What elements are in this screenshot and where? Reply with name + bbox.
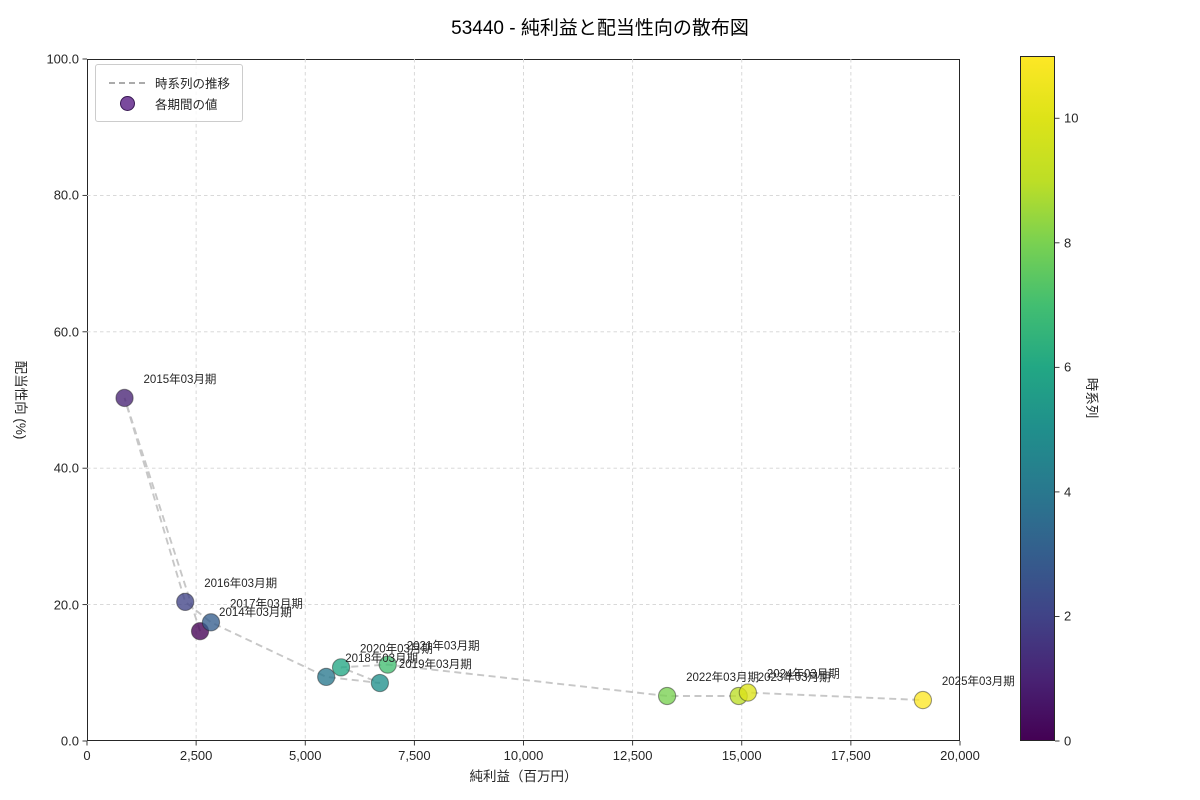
legend-item-label: 各期間の値: [155, 98, 218, 112]
y-tick-label: 40.0: [53, 460, 79, 476]
colorbar-tick-label: 0: [1064, 733, 1072, 749]
colorbar-gradient: [1021, 57, 1054, 740]
x-tick-label: 17,500: [830, 748, 871, 763]
x-tick-label: 5,000: [288, 748, 322, 763]
legend: 時系列の推移 各期間の値: [95, 64, 244, 122]
colorbar-tick-label: 10: [1064, 110, 1079, 126]
x-tick-label: 15,000: [721, 748, 762, 763]
legend-item-trajectory: 時系列の推移: [105, 72, 230, 93]
legend-item-points: 各期間の値: [105, 93, 230, 114]
y-tick-label: 60.0: [53, 324, 79, 340]
chart-title: 53440 - 純利益と配当性向の散布図: [451, 18, 749, 39]
legend-item-label: 時系列の推移: [155, 77, 231, 91]
colorbar-label: 時系列: [1084, 377, 1099, 419]
y-tick-label: 80.0: [53, 187, 79, 203]
scatter-marker-icon: [119, 96, 135, 111]
colorbar: [1020, 56, 1055, 741]
x-tick-label: 12,500: [612, 748, 653, 763]
x-axis-label: 純利益（百万円）: [469, 769, 578, 784]
colorbar-tick-label: 8: [1064, 235, 1072, 251]
x-tick-label: 2,500: [179, 748, 213, 763]
y-tick-label: 0.0: [60, 733, 79, 749]
x-tick-label: 10,000: [503, 748, 544, 763]
y-axis-label: 配当性向 (%): [13, 360, 28, 440]
colorbar-tick-label: 2: [1064, 608, 1072, 624]
colorbar-tick-label: 6: [1064, 359, 1072, 375]
x-tick-label: 0: [83, 748, 91, 763]
colorbar-tick-label: 4: [1064, 484, 1072, 500]
x-tick-label: 7,500: [398, 748, 431, 763]
dashed-line-icon: [109, 81, 145, 84]
y-tick-label: 20.0: [53, 597, 79, 613]
y-tick-label: 100.0: [46, 51, 79, 67]
x-tick-label: 20,000: [940, 748, 980, 763]
